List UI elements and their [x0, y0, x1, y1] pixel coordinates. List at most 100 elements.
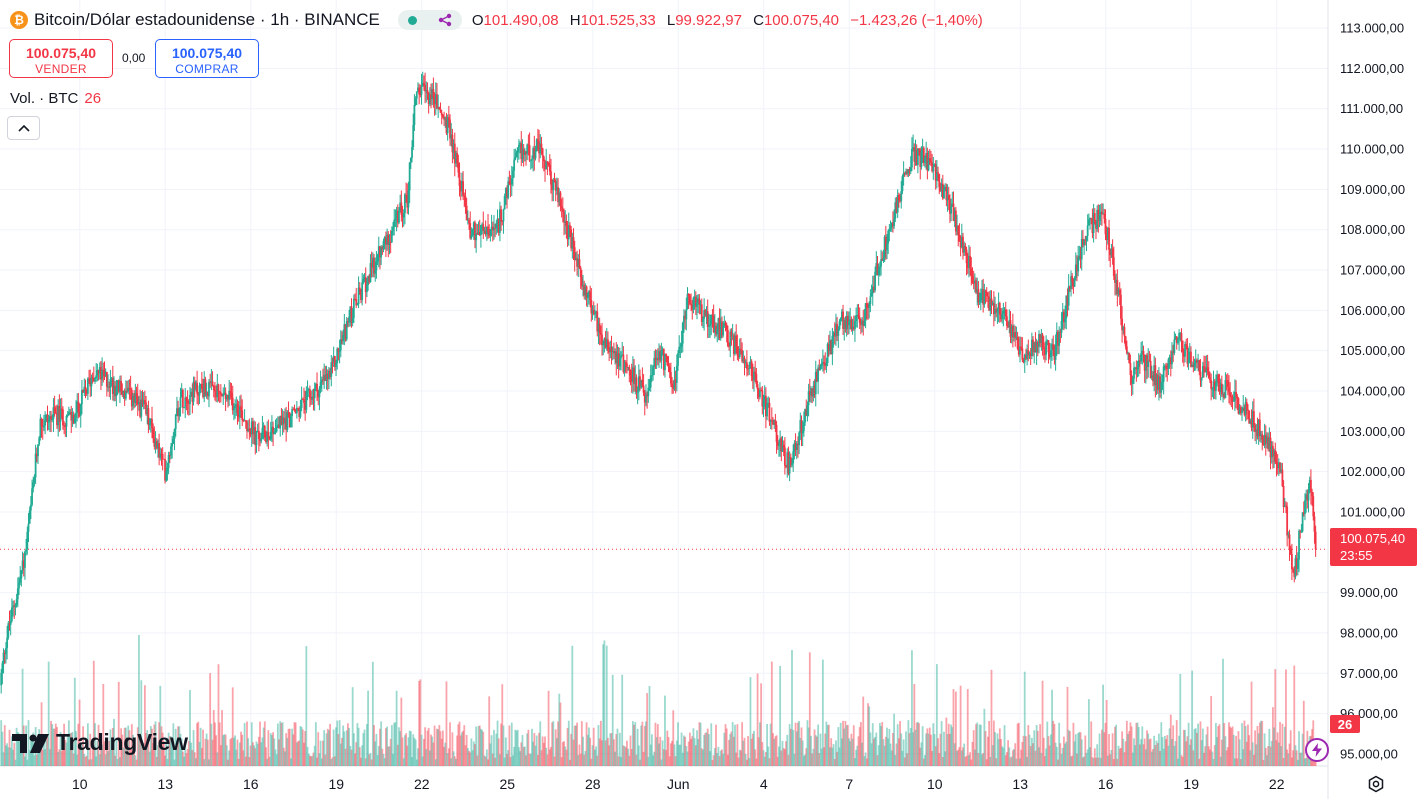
candle-body	[170, 446, 172, 456]
candle-body	[438, 107, 441, 110]
candle-body	[585, 286, 588, 298]
bar-countdown: 23:55	[1340, 548, 1373, 563]
volume-bar	[1212, 758, 1215, 766]
volume-bar	[655, 737, 658, 766]
volume-bar	[1098, 733, 1101, 766]
candle-body	[802, 422, 805, 431]
volume-bar	[179, 733, 182, 766]
volume-bar	[129, 748, 132, 766]
candle-body	[1022, 359, 1025, 363]
candle-body	[674, 379, 677, 383]
candle-body	[1054, 344, 1057, 360]
candle-body	[20, 570, 23, 579]
volume-bar	[442, 730, 444, 766]
candle-body	[153, 438, 156, 447]
candle-body	[635, 377, 638, 392]
volume-bar	[328, 730, 330, 766]
candle-body	[1133, 367, 1135, 379]
candle-body	[433, 97, 436, 105]
candle-body	[547, 162, 550, 165]
tradingview-logo[interactable]: TradingView	[12, 729, 188, 756]
volume-bar	[459, 735, 462, 766]
symbol-title[interactable]: Bitcoin/Dólar estadounidense · 1h · BINA…	[34, 10, 380, 29]
sell-button[interactable]: 100.075,40 VENDER	[9, 39, 113, 78]
candle-body	[240, 406, 242, 411]
candle-body	[675, 365, 678, 383]
volume-bar	[908, 733, 911, 766]
volume-bar	[960, 750, 963, 766]
volume-bar	[773, 738, 776, 766]
candle-body	[1009, 320, 1012, 337]
volume-bar	[1015, 758, 1018, 766]
buy-button[interactable]: 100.075,40 COMPRAR	[155, 39, 259, 78]
candle-body	[495, 222, 498, 229]
market-status-pill[interactable]	[397, 10, 462, 30]
candle-body	[1269, 437, 1272, 458]
volume-bar	[1223, 723, 1226, 766]
volume-bar	[1159, 750, 1162, 766]
bitcoin-icon: ₿	[10, 11, 28, 29]
candle-body	[753, 371, 755, 381]
candle-body	[520, 143, 523, 160]
low-value: 99.922,97	[675, 11, 742, 29]
candle-body	[1288, 534, 1291, 549]
candle-body	[725, 324, 728, 331]
volume-bar	[684, 736, 687, 766]
candle-body	[1215, 383, 1217, 391]
volume-bar	[902, 739, 905, 766]
candle-body	[998, 303, 1001, 315]
candle-body	[985, 291, 988, 297]
volume-bar	[234, 735, 237, 766]
candle-body	[450, 134, 453, 139]
volume-bar	[918, 723, 920, 766]
candle-body	[229, 390, 232, 393]
candle-body	[1084, 239, 1087, 241]
candle-body	[1201, 366, 1204, 378]
volume-bar	[223, 734, 226, 766]
volume-bar	[711, 759, 714, 766]
candle-body	[554, 181, 557, 191]
volume-bar	[221, 710, 223, 766]
candle-body	[779, 438, 782, 445]
candle-body	[1298, 530, 1300, 560]
candle-body	[794, 443, 797, 450]
candle-body	[1273, 450, 1275, 457]
volume-bar	[1282, 757, 1285, 766]
chart-settings-button[interactable]	[1366, 774, 1386, 794]
volume-bar	[84, 756, 87, 766]
volume-bar	[934, 746, 937, 766]
volume-legend[interactable]: Vol. · BTC 26	[10, 90, 101, 107]
candle-body	[624, 362, 627, 364]
candle-body	[1087, 219, 1090, 226]
volume-bar	[260, 742, 263, 766]
candle-body	[755, 373, 758, 385]
candle-body	[117, 380, 120, 392]
candle-body	[385, 237, 387, 245]
close-value: 100.075,40	[763, 11, 840, 29]
candle-body	[124, 391, 127, 399]
candle-body	[37, 444, 39, 457]
volume-bar	[957, 749, 960, 766]
candle-body	[1071, 276, 1074, 282]
candle-body	[507, 181, 510, 198]
alert-bolt-button[interactable]	[1305, 738, 1329, 762]
x-tick-label: 19	[1183, 776, 1199, 792]
collapse-legend-button[interactable]	[7, 116, 40, 140]
candle-body	[902, 173, 905, 177]
candle-body	[1026, 350, 1029, 360]
volume-bar	[375, 733, 378, 766]
volume-bar	[147, 743, 150, 766]
volume-bar	[779, 665, 782, 766]
candle-body	[707, 325, 710, 328]
candle-body	[535, 139, 538, 151]
candle-body	[848, 320, 850, 326]
candle-body	[1019, 346, 1021, 355]
volume-bar	[135, 759, 138, 766]
candle-body	[172, 438, 175, 444]
volume-bar	[90, 759, 93, 766]
candle-body	[1242, 407, 1245, 411]
volume-bar	[551, 722, 554, 766]
volume-bar	[161, 732, 164, 766]
candle-body	[741, 350, 744, 362]
